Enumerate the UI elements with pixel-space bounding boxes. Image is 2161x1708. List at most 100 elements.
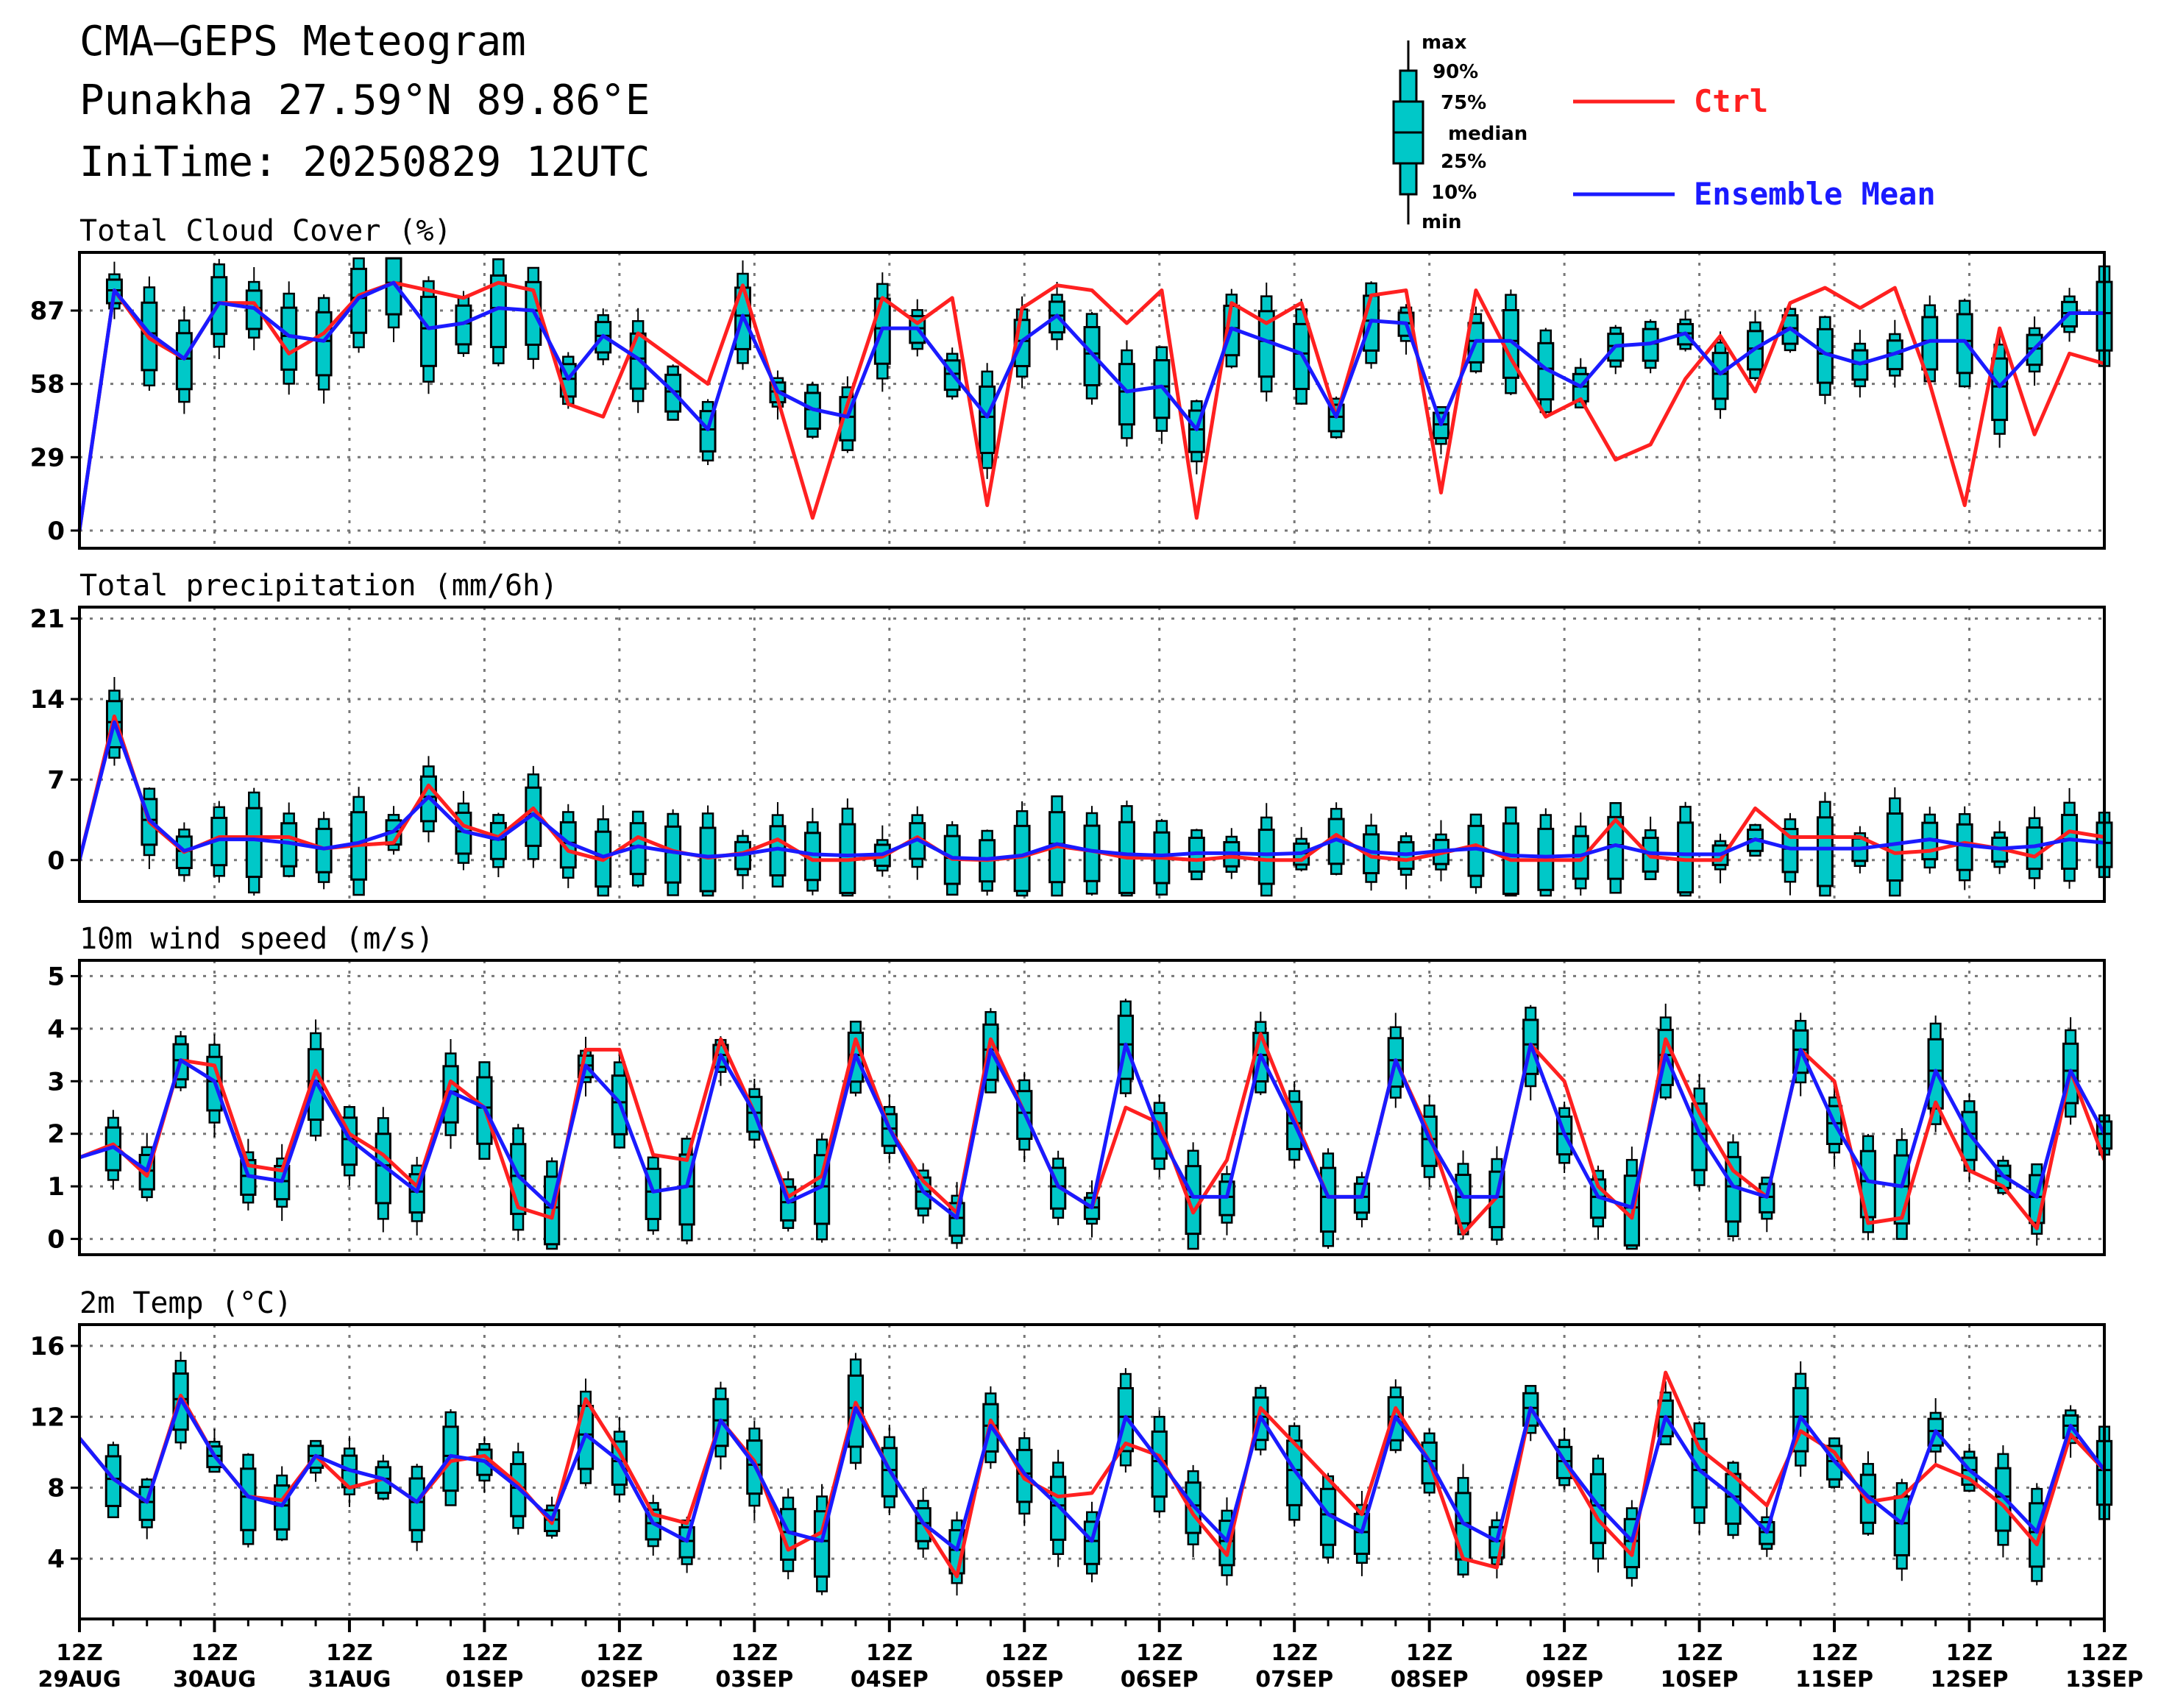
ensemble-box <box>138 1478 155 1539</box>
ensemble-box <box>2061 787 2079 889</box>
ensemble-box <box>1886 787 1903 897</box>
box-inner <box>104 1455 121 1507</box>
ensemble-box <box>577 1378 595 1486</box>
panel-3 <box>71 1323 2113 1620</box>
panel-title: 2m Temp (°C) <box>79 1286 292 1320</box>
ensemble-box <box>1118 340 1135 447</box>
legend-box-label: median <box>1448 123 1527 145</box>
x-tick-hour: 12Z <box>1946 1640 1993 1666</box>
x-tick-hour: 12Z <box>1676 1640 1723 1666</box>
x-tick-hour: 12Z <box>866 1640 913 1666</box>
ensemble-box <box>595 805 612 897</box>
ensemble-box <box>1319 1473 1337 1564</box>
ensemble-box <box>839 798 856 897</box>
ensemble-mean-line <box>78 1397 2106 1552</box>
x-tick-hour: 12Z <box>326 1640 373 1666</box>
ensemble-box <box>734 829 751 890</box>
ensemble-box <box>979 829 996 896</box>
y-tick-label: 7 <box>47 765 65 795</box>
x-tick-date: 02SEP <box>581 1667 659 1693</box>
ensemble-box <box>1956 806 1973 890</box>
x-tick-date: 01SEP <box>445 1667 523 1693</box>
ensemble-box <box>1502 289 1519 396</box>
y-tick-label: 0 <box>47 517 65 546</box>
x-tick-date: 06SEP <box>1121 1667 1199 1693</box>
x-tick-date: 11SEP <box>1795 1667 1873 1693</box>
ensemble-box <box>341 1106 358 1186</box>
x-tick-hour: 12Z <box>2081 1640 2128 1666</box>
x-tick-hour: 12Z <box>56 1640 103 1666</box>
legend-box-label: 25% <box>1441 151 1486 173</box>
x-tick-date: 07SEP <box>1255 1667 1333 1693</box>
y-tick-label: 3 <box>47 1067 65 1096</box>
legend-box-label: 10% <box>1431 182 1477 204</box>
box-inner <box>1677 821 1695 894</box>
ensemble-mean-line <box>79 1042 2107 1220</box>
ensemble-box <box>245 787 263 896</box>
ensemble-box <box>315 294 333 404</box>
y-tick-label: 12 <box>30 1403 65 1432</box>
x-tick-hour: 12Z <box>1811 1640 1858 1666</box>
box-inner <box>979 385 996 455</box>
legend-box-glyph <box>1392 40 1424 224</box>
ensemble-box <box>979 363 996 479</box>
ensemble-box <box>280 281 298 395</box>
legend-mean-label: Ensemble Mean <box>1694 176 1936 212</box>
ensemble-box <box>420 276 437 394</box>
y-tick-label: 14 <box>30 685 65 715</box>
y-tick-label: 4 <box>47 1545 65 1574</box>
box-inner <box>1886 812 1903 882</box>
x-tick-date: 29AUG <box>38 1667 121 1693</box>
y-tick-label: 2 <box>47 1120 65 1149</box>
chart-title: CMA—GEPS Meteogram <box>79 18 526 65</box>
ensemble-box <box>1677 801 1695 897</box>
legend-box-label: min <box>1422 211 1462 233</box>
box-inner <box>1319 1166 1337 1233</box>
panel-frame <box>78 251 2106 550</box>
ensemble-box <box>1991 332 2009 448</box>
box-inner <box>664 825 682 884</box>
x-tick-hour: 12Z <box>191 1640 238 1666</box>
panel-frame <box>78 606 2106 903</box>
ensemble-box <box>1118 800 1135 897</box>
box-inner <box>1691 1437 1708 1509</box>
x-tick-date: 04SEP <box>851 1667 929 1693</box>
init-time-label: IniTime: 20250829 12UTC <box>79 138 650 186</box>
ensemble-box <box>645 1154 661 1235</box>
y-tick-label: 1 <box>47 1172 65 1202</box>
ensemble-box <box>1623 1500 1640 1587</box>
panel-0 <box>71 251 2113 550</box>
ensemble-box <box>1537 808 1555 897</box>
ensemble-box <box>1677 310 1695 352</box>
box-inner <box>420 295 437 367</box>
ensemble-box <box>664 809 682 896</box>
legend-box-label: max <box>1422 32 1467 54</box>
panel-frame <box>78 959 2106 1256</box>
x-tick-hour: 12Z <box>1406 1640 1453 1666</box>
x-tick-date: 31AUG <box>308 1667 391 1693</box>
box-inner <box>1050 1475 1067 1541</box>
ensemble-box <box>803 807 821 896</box>
y-tick-label: 29 <box>30 443 65 472</box>
ensemble-box <box>2029 1483 2045 1586</box>
ensemble-box <box>210 801 228 883</box>
box-inner <box>1118 363 1135 426</box>
panel-2 <box>71 959 2113 1256</box>
x-tick-hour: 12Z <box>461 1640 508 1666</box>
ensemble-box <box>699 805 717 897</box>
y-tick-label: 4 <box>47 1015 65 1044</box>
ensemble-box <box>1781 812 1799 896</box>
ensemble-box <box>489 812 507 877</box>
ensemble-mean-line <box>77 720 2105 861</box>
ensemble-box <box>1691 1421 1708 1536</box>
ensemble-mean-line <box>77 280 2104 531</box>
ensemble-box <box>1816 792 1834 897</box>
ensemble-box <box>1642 816 1659 881</box>
x-tick-hour: 12Z <box>1541 1640 1588 1666</box>
x-tick-date: 03SEP <box>715 1667 793 1693</box>
box-inner <box>175 332 193 391</box>
ensemble-box <box>1537 327 1555 416</box>
x-tick-date: 13SEP <box>2065 1667 2143 1693</box>
box-inner <box>1781 828 1799 874</box>
